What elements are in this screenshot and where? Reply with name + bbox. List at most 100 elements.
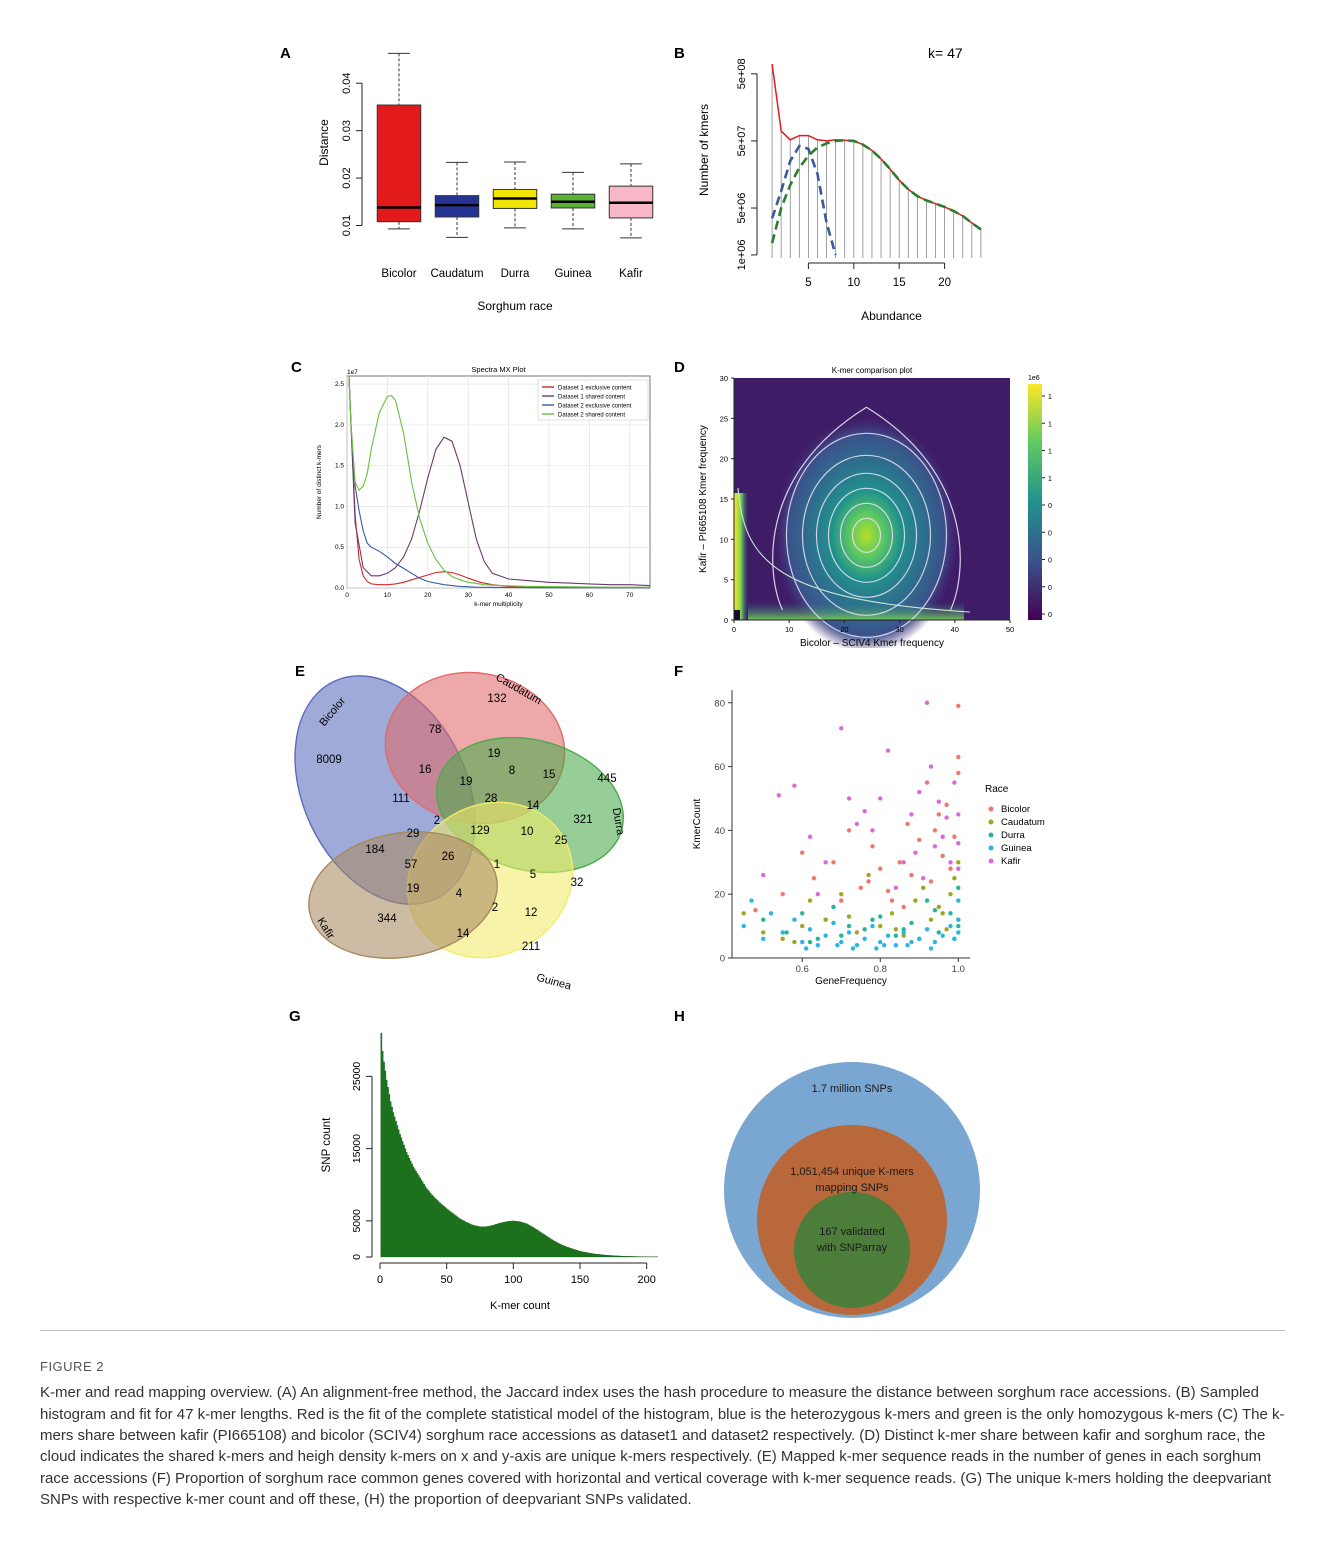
histogram-bar — [569, 1248, 572, 1258]
x-tick-label: 5 — [805, 277, 811, 289]
scatter-point — [944, 802, 949, 808]
y-tick-label: 5e+07 — [736, 125, 748, 156]
scatter-point — [761, 930, 766, 935]
x-tick-label: 200 — [637, 1274, 655, 1286]
histogram-bar — [587, 1252, 589, 1258]
histogram-bar — [380, 1032, 383, 1258]
legend-swatch — [988, 845, 994, 851]
scatter-point — [952, 780, 957, 785]
x-tick-label: 10 — [785, 625, 793, 634]
panel-a: A 0.01 0.02 0.03 0.04 Distance Bicolor Caudatu… — [280, 45, 654, 313]
series-line — [348, 375, 650, 589]
scatter-point — [956, 917, 961, 922]
venn-count: 5 — [530, 869, 536, 881]
scatter-point — [831, 920, 836, 926]
histogram-bar — [581, 1251, 584, 1258]
histogram-bar — [432, 1196, 435, 1258]
scatter-point — [893, 927, 899, 932]
histogram-bar — [615, 1255, 617, 1258]
histogram-bar — [399, 1134, 401, 1258]
scatter-point — [905, 943, 910, 948]
histogram-bar — [448, 1210, 451, 1258]
y-tick-label: 0 — [720, 954, 725, 965]
histogram-bar — [472, 1225, 475, 1258]
scatter-point — [909, 872, 914, 878]
fit-line — [770, 144, 837, 256]
scatter-point — [846, 914, 852, 919]
histogram-bar — [589, 1253, 592, 1258]
scatter-point — [854, 930, 860, 935]
y-tick-label: 80 — [714, 698, 725, 709]
fit-line — [770, 138, 982, 244]
histogram-bar — [513, 1220, 516, 1258]
histogram-bar — [496, 1223, 499, 1258]
scatter-point — [901, 904, 906, 910]
x-axis-label: Abundance — [861, 309, 922, 320]
colorbar-tick-label: 1 — [1048, 476, 1052, 483]
histogram-bar — [396, 1125, 399, 1258]
venn-count: 25 — [555, 835, 568, 847]
histogram-bar — [593, 1253, 596, 1258]
histogram-bar — [632, 1256, 635, 1258]
histogram-bar — [392, 1112, 395, 1258]
scatter-point — [885, 888, 891, 894]
scatter-point — [956, 885, 961, 891]
scatter-point — [924, 927, 930, 932]
scatter-point — [780, 930, 785, 935]
circle-label: 1,051,454 unique K-mers — [790, 1166, 914, 1178]
scatter-point — [761, 872, 766, 878]
x-axis-label: GeneFrequency — [815, 976, 887, 987]
colorbar-tick-label: 1 — [1048, 449, 1052, 456]
histogram-bar — [473, 1225, 476, 1258]
venn-count: 14 — [457, 928, 470, 940]
venn-count: 16 — [419, 764, 432, 776]
circle-label: mapping SNPs — [815, 1182, 889, 1194]
histogram-bar — [383, 1061, 385, 1258]
venn-count: 14 — [527, 800, 540, 812]
histogram-bar — [613, 1255, 616, 1258]
histogram-bar — [468, 1223, 471, 1258]
venn-set-label: Guinea — [535, 972, 573, 993]
histogram-bar — [484, 1226, 487, 1258]
scatter-point — [956, 770, 961, 776]
colorbar-tick-label: 1 — [1048, 421, 1052, 428]
histogram-bar — [515, 1221, 517, 1258]
x-tick-label: Caudatum — [430, 268, 483, 280]
histogram-bar — [492, 1225, 495, 1258]
histogram-bar — [624, 1256, 627, 1258]
histogram-bar — [512, 1220, 515, 1258]
histogram-bar — [608, 1255, 611, 1258]
chart-title: Spectra MX Plot — [471, 365, 526, 374]
histogram-bar — [456, 1216, 459, 1258]
colorbar-tick-label: 0 — [1048, 503, 1052, 510]
x-tick-label: 0 — [732, 625, 736, 634]
scatter-point — [862, 927, 867, 932]
scatter-point — [948, 860, 953, 865]
histogram-bar — [536, 1229, 539, 1258]
histogram-bar — [528, 1225, 531, 1258]
histogram-bar — [517, 1221, 520, 1258]
scatter-point — [878, 923, 883, 929]
y-tick-label: 10 — [720, 535, 728, 544]
venn-count: 4 — [456, 888, 463, 900]
venn-count: 2 — [434, 815, 440, 827]
histogram-bar — [576, 1250, 579, 1258]
x-tick-label: 70 — [626, 592, 634, 599]
scatter-point — [741, 923, 746, 929]
legend-label: Guinea — [1001, 843, 1032, 854]
scatter-point — [928, 879, 934, 884]
scatter-point — [932, 907, 938, 913]
colorbar-tick-label: 0 — [1048, 558, 1052, 565]
x-tick-label: 0 — [345, 592, 349, 599]
scatter-point — [753, 907, 758, 913]
circle-label: with SNParray — [816, 1242, 888, 1254]
histogram-bar — [635, 1256, 637, 1258]
k-label: k= 47 — [928, 45, 963, 61]
scatter-point — [893, 943, 899, 948]
x-tick-label: 40 — [951, 625, 959, 634]
histogram-bar — [552, 1240, 555, 1258]
y-tick-label: 1.0 — [335, 503, 344, 510]
scatter-point — [870, 923, 875, 929]
histogram-bar — [595, 1253, 597, 1258]
histogram-bar — [633, 1256, 636, 1258]
